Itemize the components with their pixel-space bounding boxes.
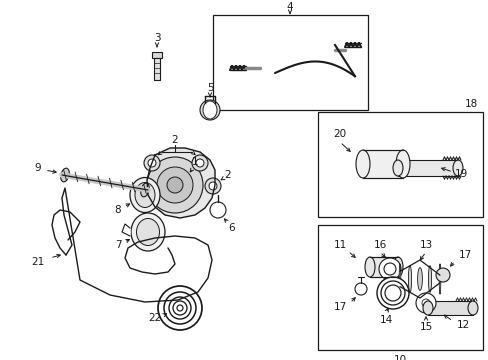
Circle shape <box>376 277 408 309</box>
Text: 15: 15 <box>419 322 432 332</box>
Circle shape <box>163 292 196 324</box>
Text: 3: 3 <box>153 33 160 43</box>
Ellipse shape <box>427 266 431 292</box>
Circle shape <box>200 100 220 120</box>
Bar <box>317 112 482 217</box>
Ellipse shape <box>130 177 160 212</box>
Circle shape <box>435 268 449 282</box>
Text: 1: 1 <box>191 157 198 167</box>
Text: 5: 5 <box>206 83 213 93</box>
Text: 17: 17 <box>333 302 346 312</box>
Circle shape <box>196 159 203 167</box>
Circle shape <box>192 155 207 171</box>
Ellipse shape <box>355 150 369 178</box>
Bar <box>152 52 162 58</box>
Text: 2: 2 <box>171 135 178 145</box>
Circle shape <box>169 297 191 319</box>
Bar <box>213 15 367 110</box>
Circle shape <box>157 167 193 203</box>
Ellipse shape <box>392 160 402 176</box>
Ellipse shape <box>407 266 411 292</box>
Ellipse shape <box>422 301 432 315</box>
Circle shape <box>208 182 217 190</box>
Circle shape <box>158 286 202 330</box>
Circle shape <box>173 301 186 315</box>
Text: 7: 7 <box>115 240 121 250</box>
Ellipse shape <box>467 301 477 315</box>
Ellipse shape <box>438 264 440 294</box>
Circle shape <box>167 177 183 193</box>
Bar <box>369 257 397 277</box>
Circle shape <box>143 155 160 171</box>
Text: 22: 22 <box>148 313 162 323</box>
Circle shape <box>209 202 225 218</box>
Ellipse shape <box>136 219 159 246</box>
Circle shape <box>147 157 203 213</box>
Text: 6: 6 <box>228 223 235 233</box>
Circle shape <box>378 258 400 280</box>
Ellipse shape <box>395 150 409 178</box>
Ellipse shape <box>131 213 164 251</box>
Bar <box>397 160 457 176</box>
Ellipse shape <box>417 267 422 291</box>
Text: 10: 10 <box>393 355 406 360</box>
Text: 19: 19 <box>453 169 467 179</box>
Text: 2: 2 <box>224 170 231 180</box>
Circle shape <box>148 159 156 167</box>
Bar <box>317 225 482 350</box>
Circle shape <box>380 281 404 305</box>
Text: 20: 20 <box>333 129 346 139</box>
Ellipse shape <box>364 257 374 277</box>
Ellipse shape <box>203 101 217 119</box>
Bar <box>362 150 402 178</box>
Text: 11: 11 <box>333 240 346 250</box>
Text: 4: 4 <box>286 2 293 12</box>
Text: 17: 17 <box>457 250 470 260</box>
Text: 21: 21 <box>31 257 44 267</box>
Text: 14: 14 <box>379 315 392 325</box>
Text: 13: 13 <box>419 240 432 250</box>
Circle shape <box>415 293 435 313</box>
Text: 8: 8 <box>115 205 121 215</box>
Text: 9: 9 <box>35 163 41 173</box>
Text: 16: 16 <box>373 240 386 250</box>
Ellipse shape <box>452 160 462 176</box>
Ellipse shape <box>398 264 400 294</box>
Polygon shape <box>147 148 215 218</box>
Text: 18: 18 <box>464 99 477 109</box>
Ellipse shape <box>141 183 149 197</box>
Circle shape <box>177 305 183 311</box>
Polygon shape <box>122 224 130 236</box>
Ellipse shape <box>61 168 69 182</box>
Text: 12: 12 <box>455 320 468 330</box>
Bar <box>154 58 160 80</box>
Circle shape <box>204 178 221 194</box>
Circle shape <box>383 263 395 275</box>
Ellipse shape <box>392 257 402 277</box>
Circle shape <box>421 299 429 307</box>
Circle shape <box>384 285 400 301</box>
Bar <box>427 301 472 315</box>
Circle shape <box>354 283 366 295</box>
Ellipse shape <box>135 183 155 207</box>
